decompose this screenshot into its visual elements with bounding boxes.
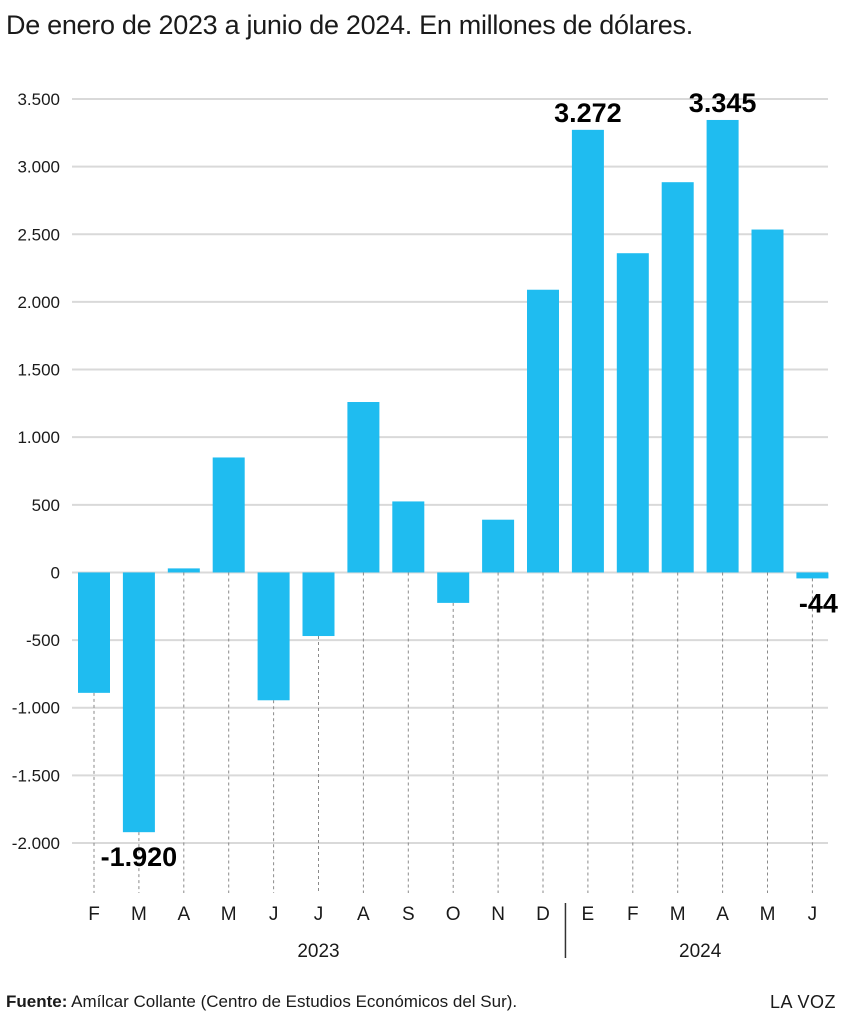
- y-tick-label: 3.500: [17, 90, 60, 109]
- bar: [212, 457, 245, 573]
- bar: [167, 568, 200, 573]
- bar: [796, 572, 829, 579]
- y-tick-label: 500: [32, 496, 60, 515]
- x-tick-label: M: [221, 904, 237, 925]
- bar: [661, 182, 694, 573]
- y-tick-label: -1.000: [12, 699, 60, 718]
- x-tick-label: F: [88, 904, 100, 925]
- x-tick-label: F: [627, 904, 639, 925]
- x-tick-label: M: [760, 904, 776, 925]
- y-tick-label: 2.000: [17, 293, 60, 312]
- data-label: 3.345: [689, 88, 757, 118]
- y-tick-label: 3.000: [17, 158, 60, 177]
- x-tick-label: A: [716, 904, 729, 925]
- y-tick-label: 0: [51, 563, 60, 582]
- x-tick-label: S: [402, 904, 415, 925]
- bar: [527, 289, 559, 573]
- bar: [706, 119, 739, 573]
- x-tick-label: J: [314, 904, 324, 925]
- bar: [482, 519, 515, 573]
- bar: [78, 572, 110, 693]
- data-label: -44: [799, 588, 838, 618]
- x-tick-label: J: [808, 904, 818, 925]
- x-tick-label: E: [582, 904, 595, 925]
- bar: [122, 572, 155, 833]
- bar: [392, 501, 425, 573]
- x-tick-label: A: [177, 904, 190, 925]
- bar: [437, 572, 470, 603]
- bar-chart: 3.500 3.000 2.500 2.000 1.500 1.000 500 0 -500 -1…: [12, 88, 838, 962]
- source-note: Fuente: Amílcar Collante (Centro de Estu…: [6, 992, 517, 1012]
- bar: [302, 572, 335, 637]
- bar: [571, 129, 604, 573]
- x-tick-label: A: [357, 904, 370, 925]
- x-tick-label: O: [446, 904, 461, 925]
- year-group-label: 2023: [297, 941, 339, 962]
- year-group-label: 2024: [679, 941, 722, 962]
- y-tick-label: -2.000: [12, 834, 60, 853]
- source-text: Amílcar Collante (Centro de Estudios Eco…: [67, 992, 518, 1011]
- x-tick-label: J: [269, 904, 279, 925]
- y-tick-label: -500: [26, 631, 60, 650]
- brand-logo: LA VOZ: [769, 992, 836, 1012]
- x-tick-label: D: [536, 904, 550, 925]
- bar: [257, 572, 290, 701]
- bar: [751, 229, 784, 573]
- x-tick-label: N: [491, 904, 505, 925]
- y-tick-label: 1.500: [17, 361, 60, 380]
- y-tick-label: 2.500: [17, 225, 60, 244]
- chart-title: De enero de 2023 a junio de 2024. En mil…: [6, 10, 693, 40]
- y-tick-label: 1.000: [17, 428, 60, 447]
- x-tick-label: M: [670, 904, 686, 925]
- x-tick-label: M: [131, 904, 147, 925]
- source-label: Fuente:: [6, 992, 68, 1011]
- data-label: -1.920: [101, 842, 178, 872]
- y-tick-label: -1.500: [12, 766, 60, 785]
- bar: [347, 402, 380, 573]
- data-label: 3.272: [554, 98, 622, 128]
- bar: [616, 253, 649, 573]
